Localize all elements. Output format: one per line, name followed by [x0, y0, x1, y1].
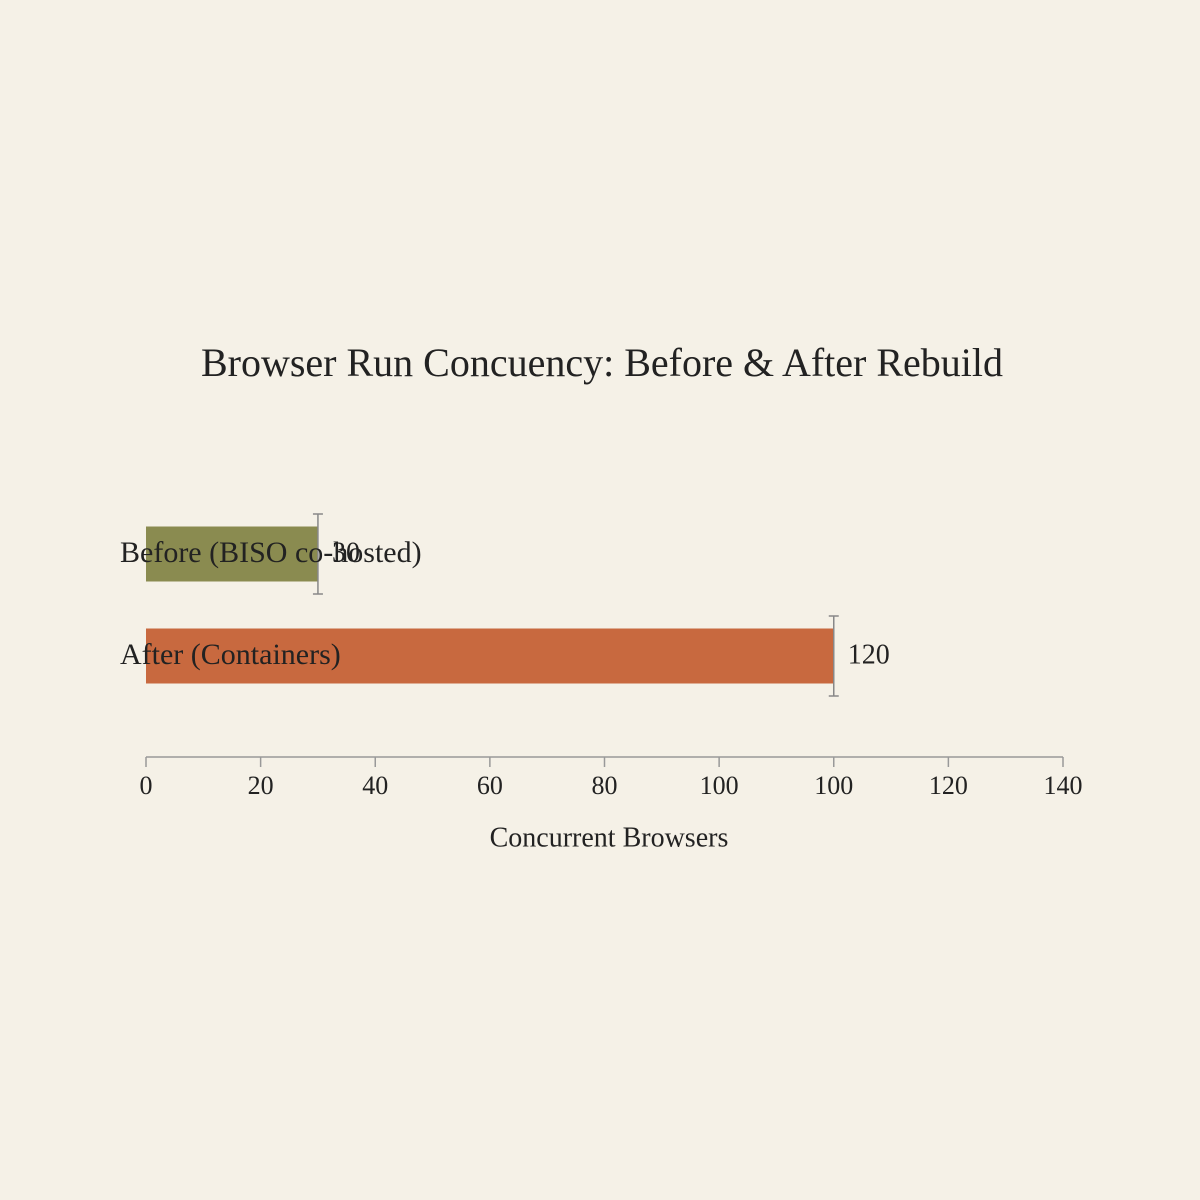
value-label: 120 [848, 639, 890, 670]
bar [146, 526, 318, 582]
x-tick-label: 40 [362, 771, 388, 800]
value-label: 30 [332, 537, 360, 568]
category-label: Before (BISO co-hosted) [120, 536, 422, 569]
category-label: After (Containers) [120, 638, 341, 671]
x-tick-label: 120 [929, 771, 968, 800]
x-tick-label: 100 [700, 771, 739, 800]
x-tick-label: 140 [1044, 771, 1083, 800]
x-tick-label: 80 [592, 771, 618, 800]
chart-title: Browser Run Concuency: Before & After Re… [201, 340, 1003, 385]
x-tick-label: 100 [814, 771, 853, 800]
x-axis-title: Concurrent Browsers [490, 822, 729, 853]
x-tick-label: 60 [477, 771, 503, 800]
x-tick-label: 0 [140, 771, 153, 800]
x-tick-label: 20 [248, 771, 274, 800]
bar [146, 628, 834, 684]
